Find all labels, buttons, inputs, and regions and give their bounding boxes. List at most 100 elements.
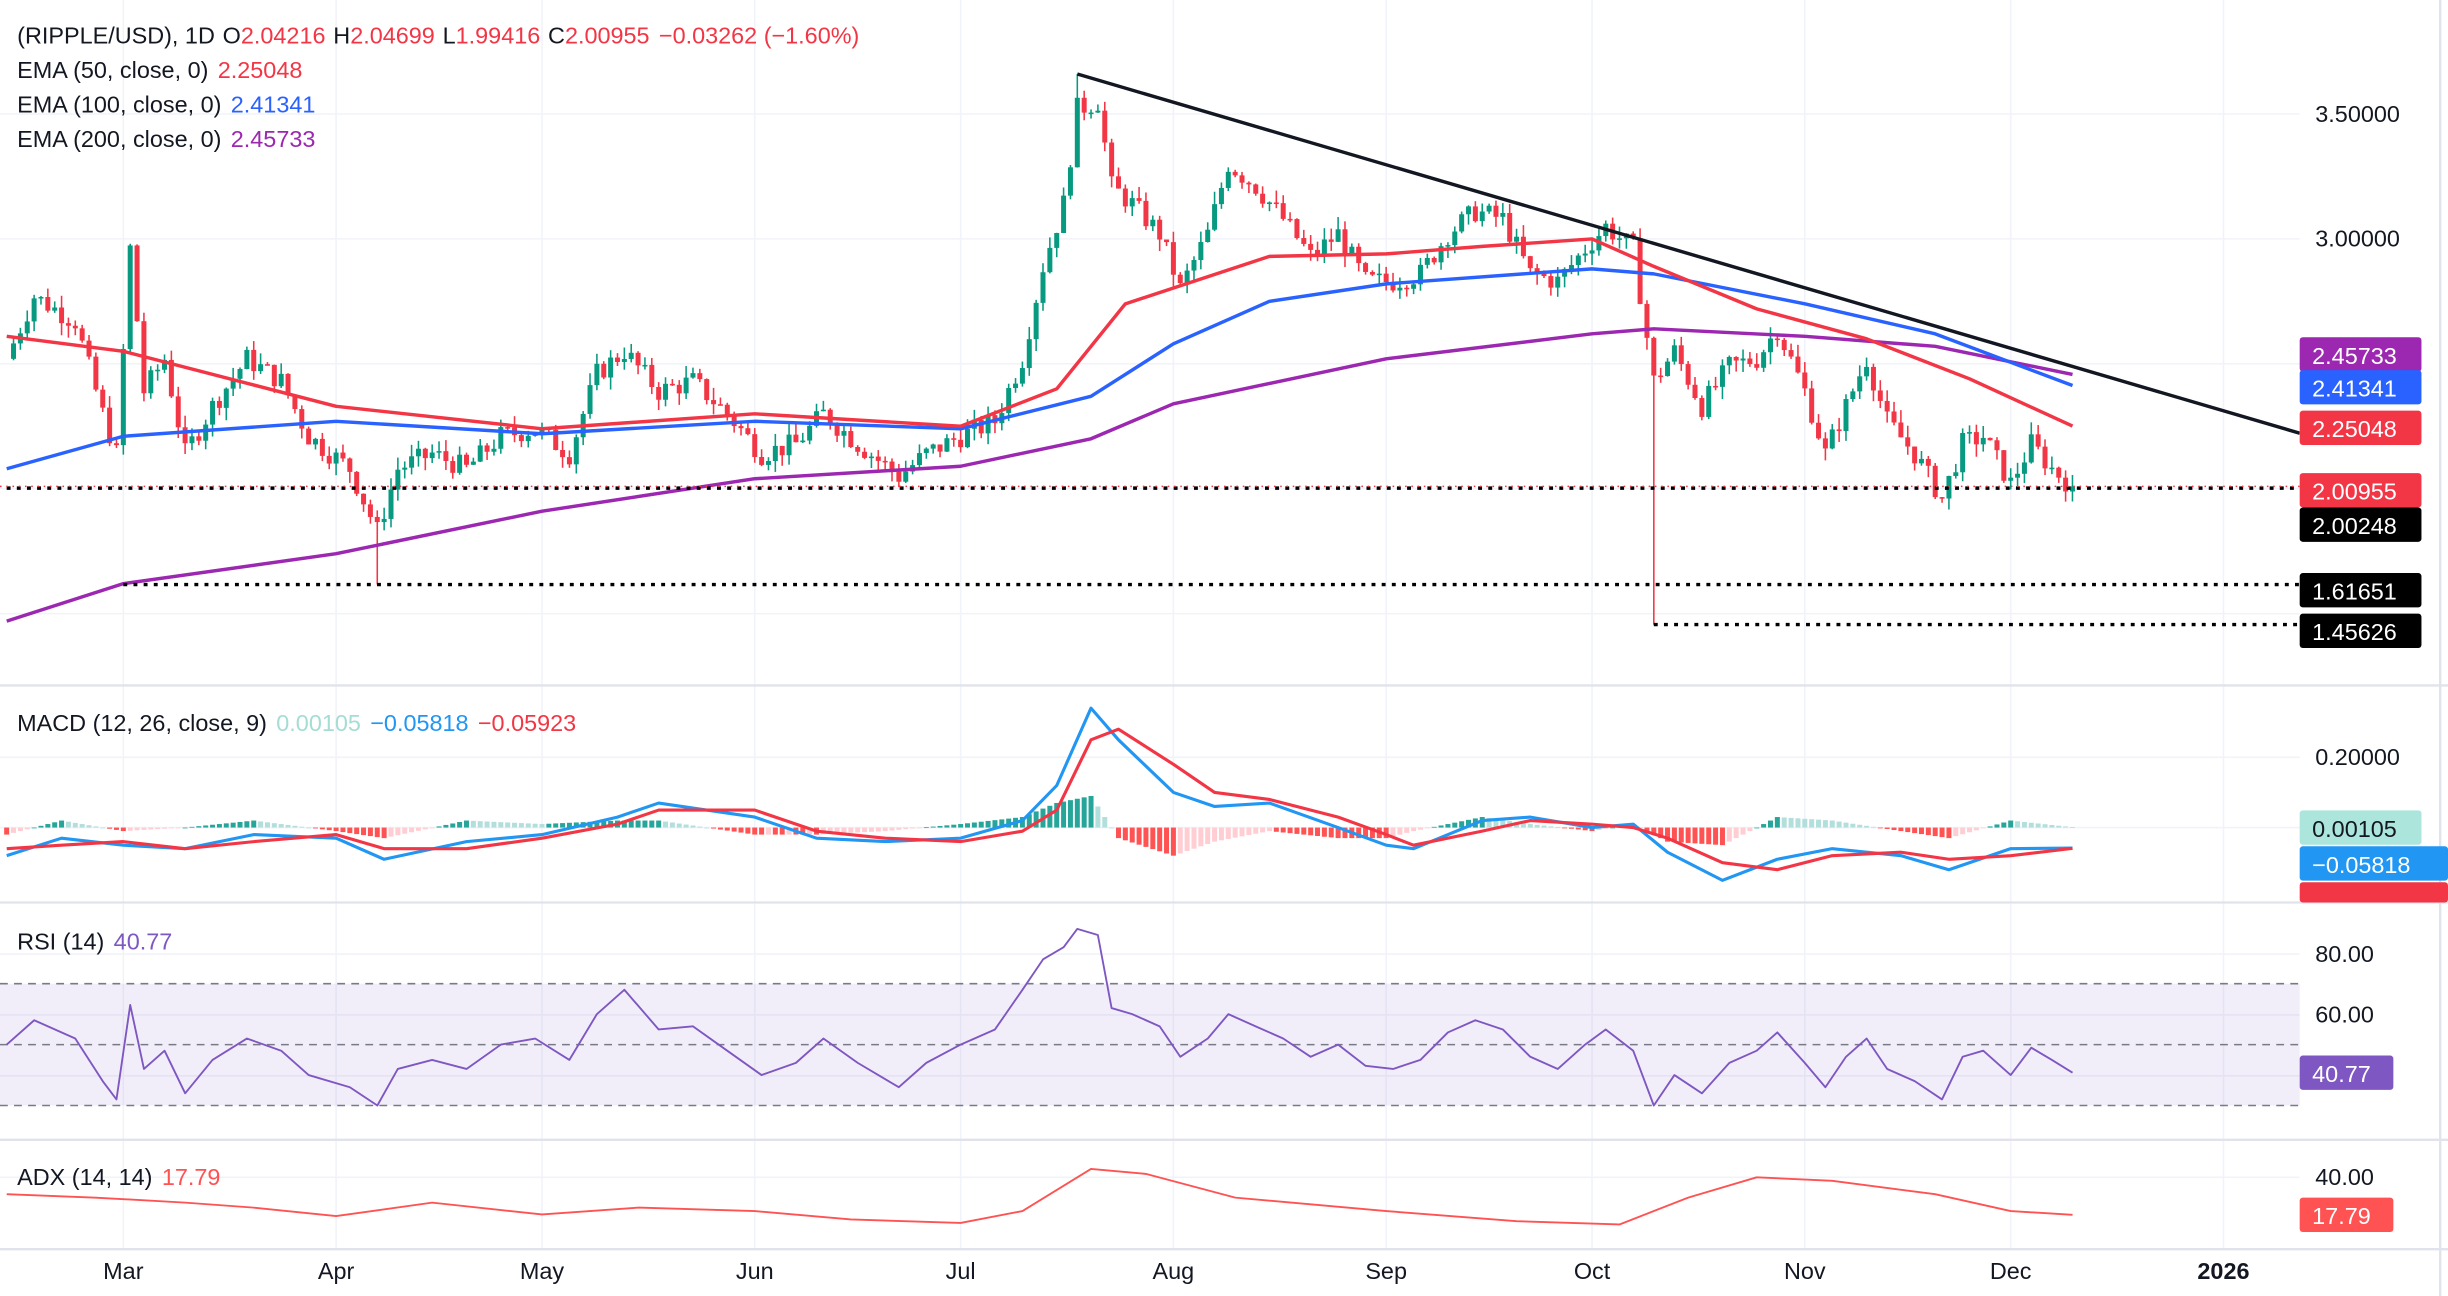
macd-histogram-bar (1870, 826, 1876, 828)
time-axis-label: Jun (736, 1258, 774, 1284)
candle-body (24, 321, 30, 334)
macd-histogram-bar (2008, 820, 2014, 828)
macd-histogram-bar (903, 827, 909, 830)
candle-body (120, 349, 126, 446)
price-tag-label: 1.45626 (2312, 619, 2397, 645)
candle-body (1390, 282, 1396, 291)
macd-histogram-bar (985, 820, 991, 828)
candle-body (264, 364, 270, 366)
grid (0, 0, 2300, 1250)
macd-histogram-bar (1321, 827, 1327, 837)
macd-histogram-bar (1184, 827, 1190, 851)
macd-histogram-bar (1864, 825, 1870, 828)
candle-body (1514, 236, 1520, 242)
candle-body (1671, 345, 1677, 362)
macd-pane[interactable] (4, 706, 2075, 882)
candle-body (868, 456, 874, 459)
candle-body (1472, 206, 1478, 222)
macd-histogram-bar (1809, 819, 1815, 828)
candle-body (1479, 211, 1485, 222)
candle-body (347, 458, 353, 472)
macd-histogram-bar (752, 827, 758, 835)
signal-line (6, 727, 2073, 872)
macd-histogram-bar (1678, 827, 1684, 843)
candle-body (1967, 432, 1973, 434)
macd-histogram-bar (546, 823, 552, 828)
macd-histogram-bar (731, 827, 737, 832)
macd-histogram-bar (1836, 821, 1842, 828)
macd-histogram-bar (649, 820, 655, 828)
macd-histogram-bar (333, 827, 339, 832)
macd-histogram-bar (1493, 819, 1499, 828)
macd-histogram-bar (1431, 826, 1437, 828)
adx-pane[interactable] (6, 1167, 2073, 1226)
macd-histogram-bar (786, 827, 792, 835)
candle-body (601, 363, 607, 378)
candle-body (182, 427, 188, 444)
ema100-line (6, 267, 2074, 471)
macd-histogram-bar (1905, 827, 1911, 833)
macd-histogram-bar (1548, 826, 1554, 828)
price-tag (2299, 507, 2422, 542)
macd-histogram-bar (601, 821, 607, 828)
macd-histogram-bar (402, 827, 408, 834)
macd-histogram-bar (1486, 818, 1492, 828)
macd-histogram-bar (203, 825, 209, 828)
macd-histogram-bar (951, 824, 957, 828)
legend-ohlc: (RIPPLE/USD), 1D O2.04216 H2.04699 L1.99416… (17, 23, 859, 49)
rsi-pane[interactable] (6, 927, 2074, 1107)
candle-body (1980, 437, 1986, 445)
macd-histogram-bar (113, 827, 119, 830)
candle-body (470, 461, 476, 465)
candle-body (1486, 205, 1492, 212)
rsi-band-lines (0, 982, 2300, 1107)
candle-body (1692, 384, 1698, 399)
candle-body (614, 357, 620, 362)
candle-body (779, 445, 785, 456)
candle-body (1191, 260, 1197, 271)
candle-body (1452, 231, 1458, 246)
macd-histogram-bar (1671, 827, 1677, 843)
macd-histogram-bar (862, 827, 868, 833)
candle-body (1184, 270, 1190, 284)
candle-body (1713, 385, 1719, 388)
macd-histogram-bar (978, 821, 984, 828)
macd-histogram-bar (642, 820, 648, 828)
price-tag-label: 2.25048 (2312, 416, 2397, 442)
macd-histogram-bar (395, 827, 401, 836)
axes[interactable]: 3.50000 3.00000 0.20000 80.00 60.00 40.00 Mar A… (103, 101, 2400, 1284)
macd-histogram-bar (1438, 825, 1444, 828)
candle-body (1404, 287, 1410, 290)
macd-histogram-bar (999, 819, 1005, 828)
macd-histogram-bar (230, 822, 236, 828)
candle-body (560, 449, 566, 458)
time-axis-label: Aug (1153, 1258, 1195, 1284)
candle-body (1767, 338, 1773, 353)
macd-histogram-bar (1424, 827, 1430, 829)
macd-histogram-bar (1925, 827, 1931, 836)
candle-body (72, 325, 78, 329)
macd-histogram-bar (738, 827, 744, 833)
time-axis-label: Nov (1784, 1258, 1826, 1284)
macd-histogram-bar (1726, 827, 1732, 842)
candle-body (59, 307, 65, 324)
macd-histogram-bar (498, 822, 504, 828)
macd-histogram-bar (463, 820, 469, 828)
macd-histogram-bar (1850, 823, 1856, 828)
macd-histogram-bar (937, 825, 943, 828)
macd-histogram-bar (1802, 818, 1808, 828)
candle-body (1850, 391, 1856, 400)
candle-body (841, 431, 847, 436)
candle-body (1019, 368, 1025, 384)
macd-histogram-bar (1260, 827, 1266, 833)
price-pane[interactable] (0, 72, 2300, 627)
candle-body (1445, 245, 1451, 247)
price-tag-label: 2.45733 (2312, 343, 2397, 369)
candle-body (882, 460, 888, 463)
macd-histogram-bar (141, 827, 147, 830)
macd-histogram-bar (1891, 827, 1897, 831)
candle-body (855, 447, 861, 452)
macd-histogram-bar (868, 827, 874, 832)
